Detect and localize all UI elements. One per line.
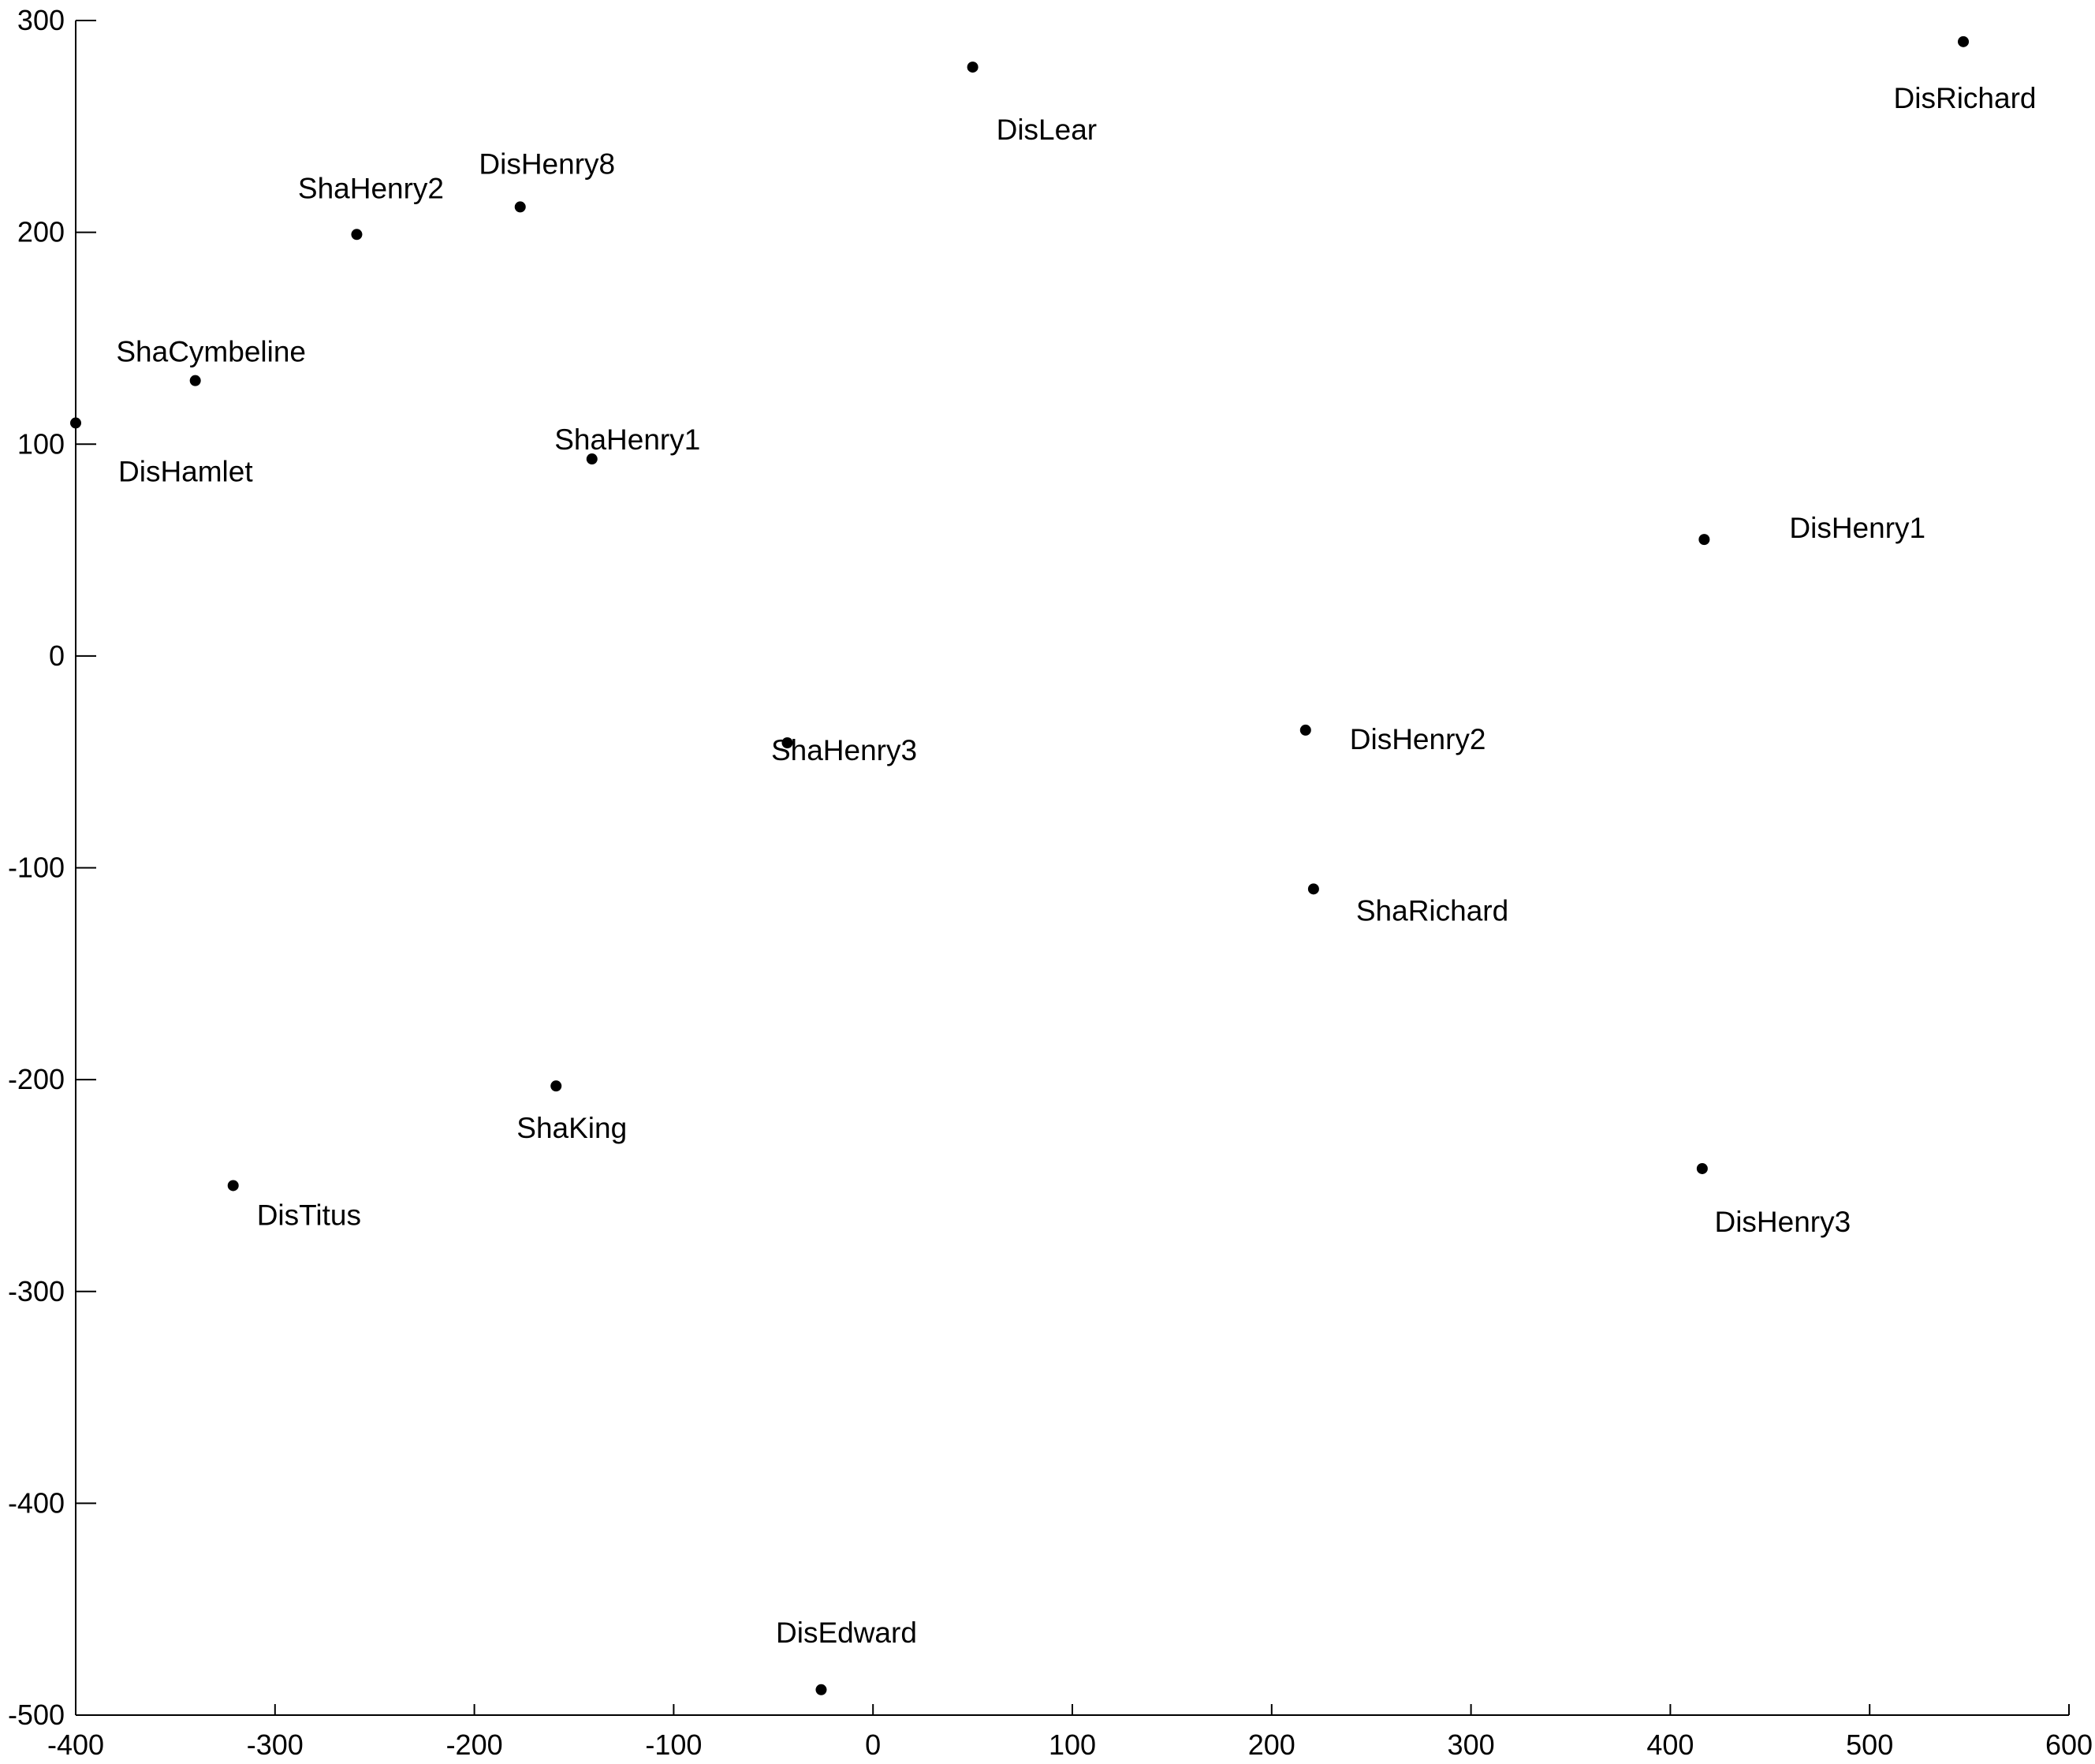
data-point — [586, 453, 598, 465]
x-tick-label: 100 — [1049, 1729, 1096, 1761]
x-tick-label: 200 — [1248, 1729, 1295, 1761]
data-point — [189, 375, 201, 386]
data-point — [351, 229, 363, 241]
point-label: ShaRichard — [1356, 894, 1508, 927]
point-label: ShaHenry3 — [771, 734, 917, 766]
point-label: DisTitus — [257, 1199, 361, 1231]
y-tick-label: 100 — [17, 427, 65, 460]
point-labels: DisRichard DisLear DisHenry8 ShaHenry2 ShaCy… — [116, 82, 2036, 1649]
data-point — [550, 1080, 562, 1092]
y-axis-ticks: -500 -400 -300 -200 -100 0 100 200 300 — [8, 4, 96, 1731]
x-tick-label: 300 — [1448, 1729, 1495, 1761]
x-tick-label: 600 — [2045, 1729, 2093, 1761]
y-tick-label: 200 — [17, 216, 65, 248]
y-tick-label: -200 — [8, 1063, 65, 1095]
y-tick-label: -500 — [8, 1699, 65, 1731]
point-label: DisHenry3 — [1714, 1206, 1851, 1238]
data-point — [815, 1684, 827, 1695]
y-tick-label: 0 — [49, 640, 65, 672]
y-tick-label: 300 — [17, 4, 65, 36]
x-tick-label: -200 — [446, 1729, 503, 1761]
point-label: DisLear — [997, 114, 1098, 146]
data-point — [514, 201, 526, 213]
y-tick-label: -300 — [8, 1275, 65, 1307]
point-label: DisEdward — [776, 1617, 917, 1649]
data-point — [1958, 35, 1970, 47]
point-label: ShaHenry1 — [554, 423, 700, 456]
data-point — [1299, 724, 1311, 736]
data-point — [781, 737, 793, 749]
data-point — [1307, 883, 1319, 895]
x-tick-label: -400 — [47, 1729, 104, 1761]
point-label: DisRichard — [1894, 82, 2037, 114]
data-point — [967, 62, 979, 73]
point-label: DisHenry2 — [1350, 723, 1486, 755]
y-tick-label: -400 — [8, 1486, 65, 1519]
point-label: DisHamlet — [118, 455, 253, 487]
point-label: ShaCymbeline — [116, 336, 306, 368]
data-point — [1696, 1162, 1708, 1174]
data-points — [70, 35, 1970, 1695]
point-label: ShaKing — [516, 1112, 627, 1144]
data-point — [70, 417, 81, 429]
x-axis-ticks: -400 -300 -200 -100 0 100 200 300 400 500 600 — [47, 1704, 2093, 1761]
x-tick-label: -300 — [247, 1729, 304, 1761]
point-label: DisHenry8 — [479, 147, 615, 180]
point-label: ShaHenry2 — [298, 172, 444, 204]
x-tick-label: 0 — [865, 1729, 881, 1761]
x-tick-label: 400 — [1646, 1729, 1694, 1761]
data-point — [227, 1180, 239, 1192]
data-point — [1698, 534, 1710, 546]
x-tick-label: -100 — [645, 1729, 702, 1761]
point-label: DisHenry1 — [1789, 512, 1925, 544]
y-tick-label: -100 — [8, 852, 65, 884]
axes — [75, 21, 2069, 1716]
x-tick-label: 500 — [1846, 1729, 1893, 1761]
